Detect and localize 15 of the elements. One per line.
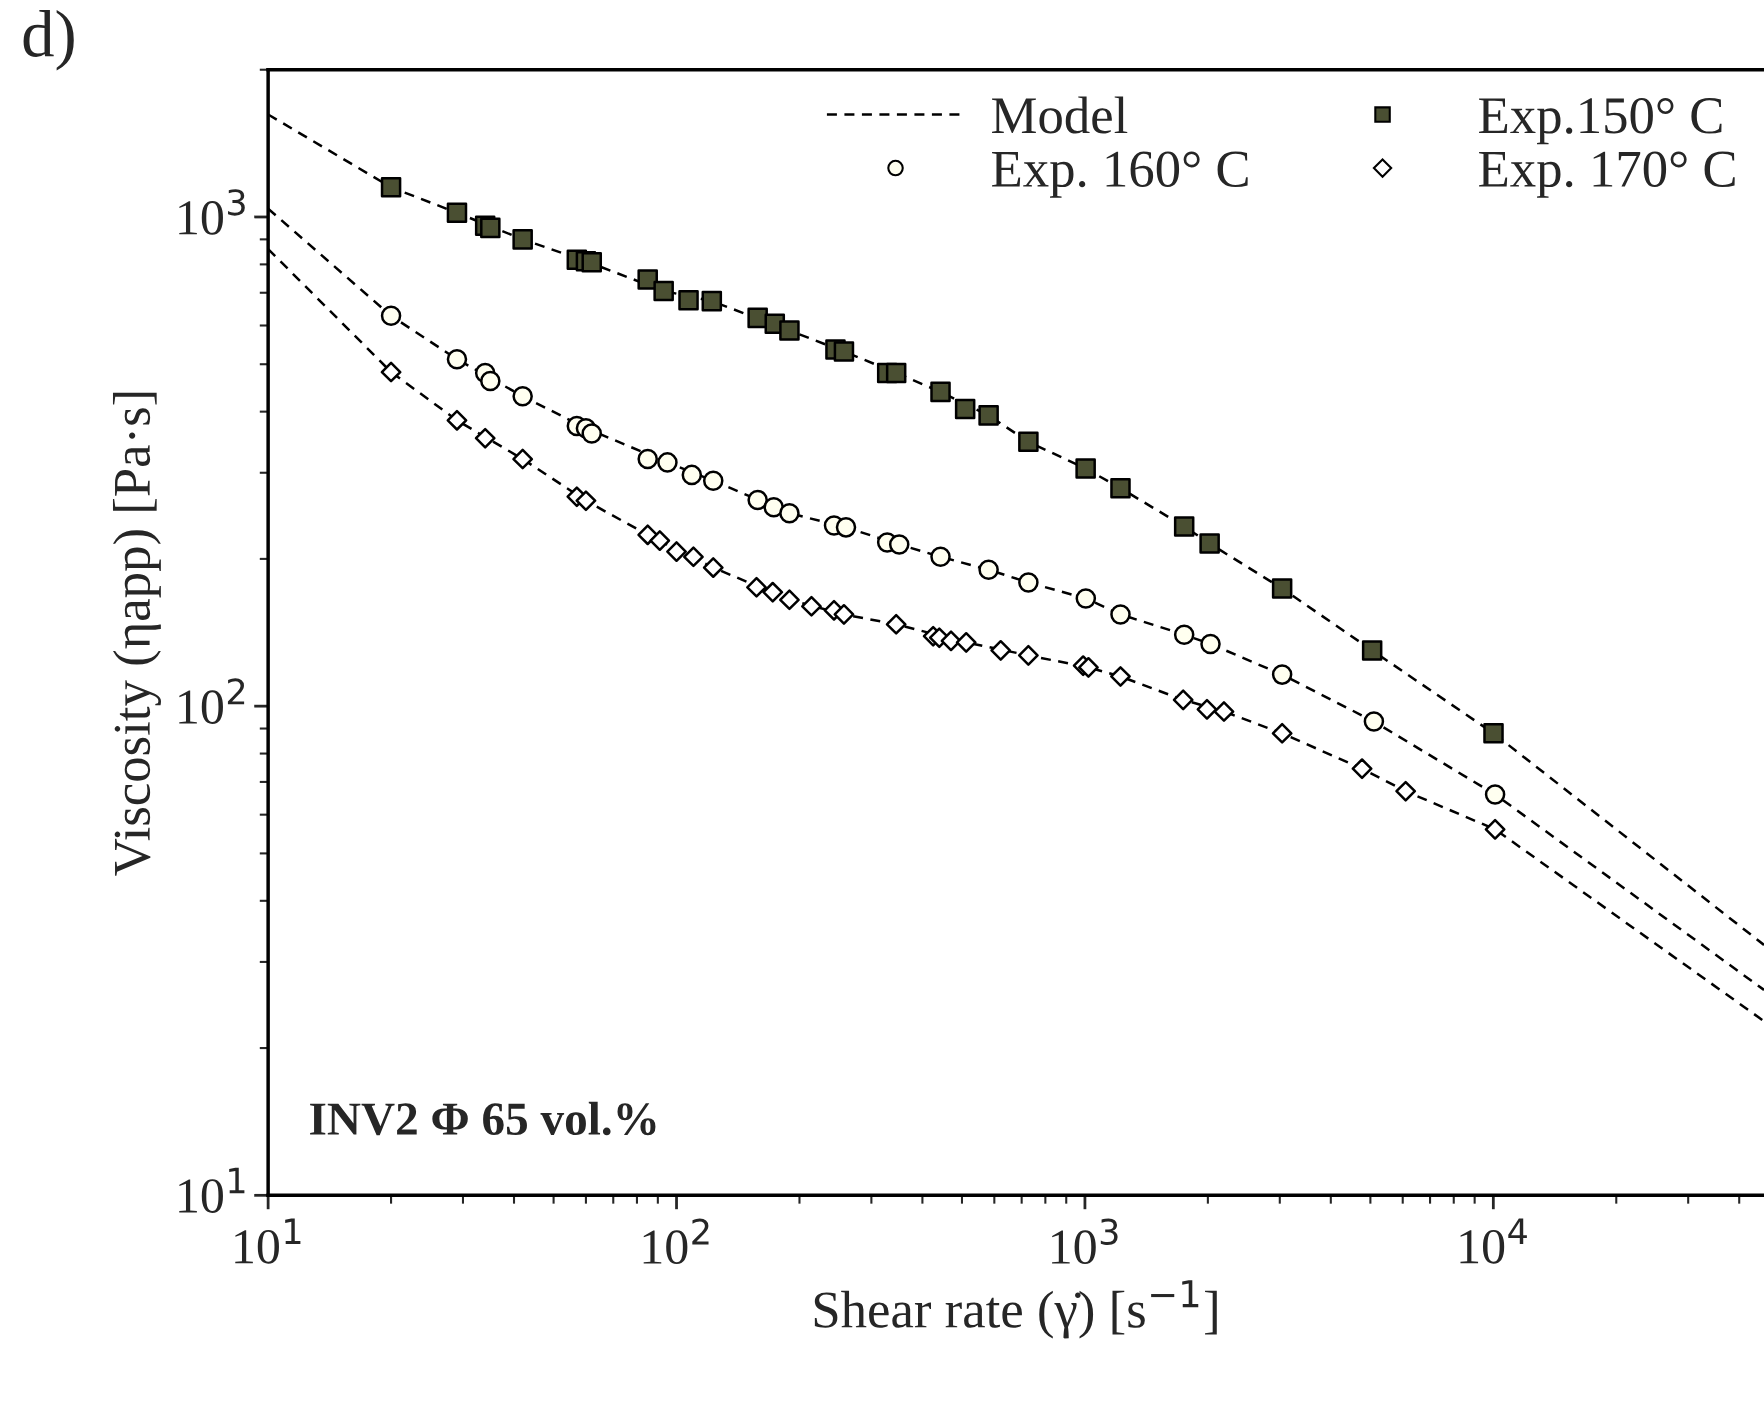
legend-label: Exp.150° C: [1479, 97, 1722, 145]
y-tick-label: 10$^{2}$: [179, 678, 245, 724]
x-tick-label: 10$^{2}$: [643, 1218, 709, 1265]
text: d): [23, 9, 74, 71]
x-axis-title: Shear rate (γ̇) [s$^{−1}$]: [814, 1280, 1217, 1339]
x-tick-label: 10$^{4}$: [1460, 1218, 1527, 1264]
y-tick-label: 10$^{3}$: [179, 189, 245, 235]
annotation: INV2 Φ 65 vol.%: [310, 1101, 656, 1136]
legend-label: Exp. 160° C: [992, 151, 1248, 198]
y-axis-title: Viscosity (ηapp) [Pa·s]: [112, 392, 161, 876]
legend-label: Model: [992, 96, 1128, 134]
y-tick-label: 10$^{1}$: [179, 1167, 245, 1213]
x-tick-label: 10$^{3}$: [1052, 1218, 1118, 1265]
legend-label: Exp. 170° C: [1479, 151, 1735, 198]
x-tick-label: 10$^{1}$: [235, 1218, 301, 1264]
